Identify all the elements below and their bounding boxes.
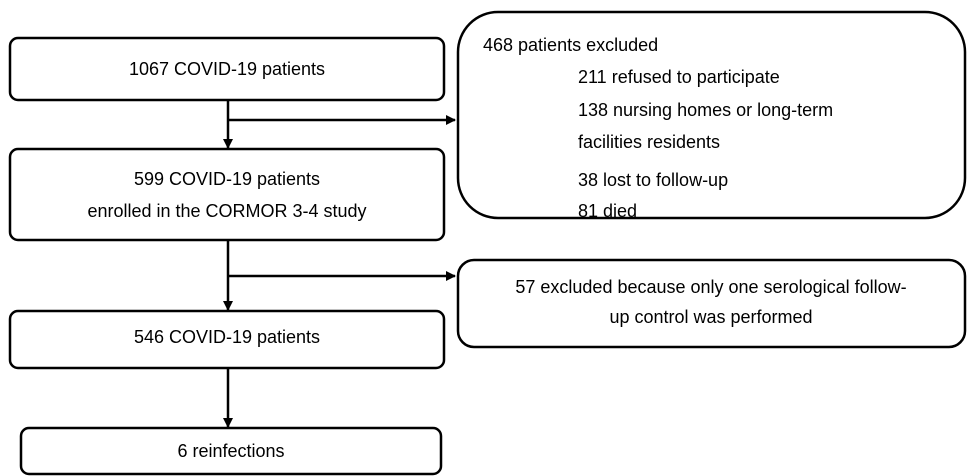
box-text: 57 excluded because only one serological…	[515, 277, 906, 297]
box-text: 468 patients excluded	[483, 35, 658, 55]
box	[8, 36, 446, 102]
box-text: 1067 COVID-19 patients	[129, 59, 325, 79]
box	[8, 309, 446, 370]
box-text: 546 COVID-19 patients	[134, 327, 320, 347]
box-text: 81 died	[578, 201, 637, 221]
box-text: facilities residents	[578, 132, 720, 152]
box-text: 6 reinfections	[177, 441, 284, 461]
box	[19, 426, 443, 476]
box-text: up control was performed	[609, 307, 812, 327]
box	[8, 147, 446, 242]
box-text: 211 refused to participate	[578, 67, 780, 87]
box-text: 138 nursing homes or long-term	[578, 100, 833, 120]
exclusion-box	[456, 258, 967, 349]
box-text: 599 COVID-19 patients	[134, 169, 320, 189]
box-text: 38 lost to follow-up	[578, 170, 728, 190]
box-text: enrolled in the CORMOR 3-4 study	[87, 201, 366, 221]
exclusion-box	[456, 10, 967, 220]
